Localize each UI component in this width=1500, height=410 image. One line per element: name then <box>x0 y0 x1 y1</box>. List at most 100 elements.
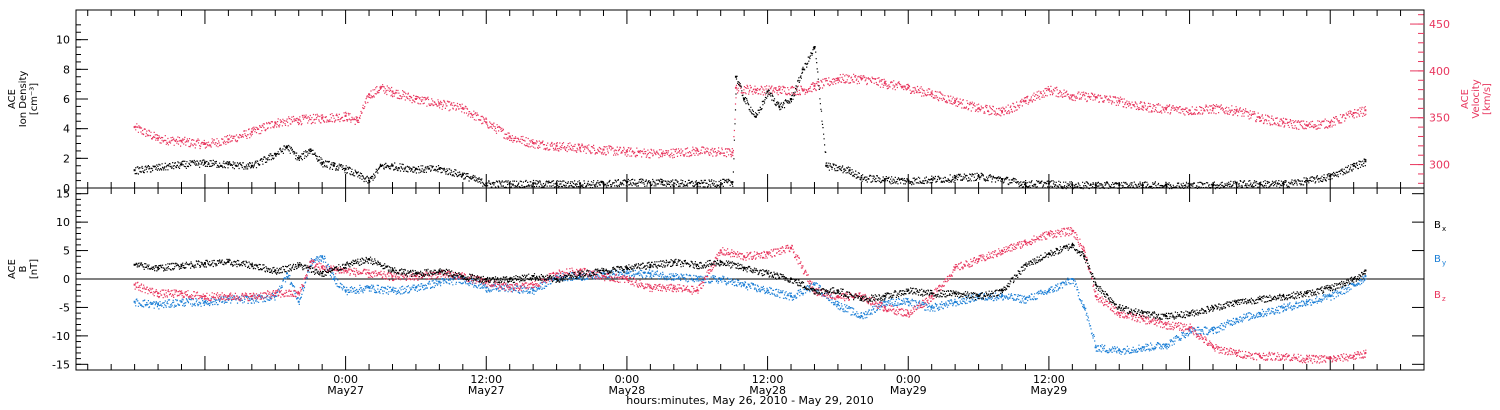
bz-series-point <box>907 312 910 315</box>
density-series-point <box>977 175 980 178</box>
density-series <box>133 46 1367 190</box>
density-series-point <box>1165 184 1168 187</box>
density-series-point <box>930 178 933 181</box>
y-axis-title-density-line: ACE <box>7 89 18 109</box>
density-series-point <box>801 68 804 71</box>
bz-series-point <box>860 295 863 298</box>
bz-series-point <box>1094 295 1097 298</box>
x-tick-label-date: May28 <box>749 384 786 397</box>
density-series-point <box>1329 175 1332 178</box>
by-series-point <box>1024 297 1027 300</box>
legend-label: B <box>1434 254 1441 265</box>
by-series-point <box>672 275 675 278</box>
by-series-point <box>1118 349 1121 352</box>
by-series-point <box>1282 306 1285 309</box>
by-series-point <box>1258 312 1261 315</box>
velocity-series <box>133 73 1367 159</box>
bx-series-point <box>1282 295 1285 298</box>
y-tick-label-velocity: 450 <box>1429 18 1450 31</box>
bz-series-point <box>719 249 722 252</box>
y-tick-label-b: 0 <box>63 273 70 286</box>
by-series-point <box>1165 343 1168 346</box>
density-series-point <box>1118 184 1121 187</box>
by-series-point <box>1305 300 1308 303</box>
density-series-point <box>954 176 957 179</box>
density-series-point <box>227 163 230 166</box>
density-series-point <box>731 181 734 184</box>
density-series-point <box>1001 178 1004 181</box>
by-series-point <box>485 286 488 289</box>
y-axis-title-density: ACE Ion Density [cm⁻³] <box>7 71 40 128</box>
density-series-point <box>743 98 746 100</box>
bx-series-point <box>1165 314 1168 317</box>
y-tick-label-density: 4 <box>63 123 70 136</box>
x-tick-label-time: 12:00 <box>752 373 784 386</box>
bz-series-point <box>625 278 628 280</box>
bx-series-point <box>1329 286 1332 289</box>
velocity-series-point <box>379 86 382 89</box>
bx-series-point <box>930 292 933 295</box>
density-series-point <box>1364 160 1367 163</box>
x-tick-label-date: May27 <box>327 384 364 397</box>
bx-series-point <box>836 289 839 292</box>
bx-series-point <box>1235 300 1238 303</box>
bz-series-point <box>743 255 746 258</box>
legend-label: B <box>1434 290 1441 301</box>
velocity-series-point <box>1118 99 1121 102</box>
x-tick-label-date: May29 <box>1031 384 1068 397</box>
velocity-series-point <box>485 121 488 124</box>
y-tick-label-velocity: 400 <box>1429 65 1450 78</box>
velocity-series-point <box>778 88 781 91</box>
velocity-series-point <box>883 82 886 85</box>
velocity-series-point <box>356 119 359 122</box>
bz-series-point <box>696 289 699 292</box>
density-series-point <box>321 161 324 164</box>
bx-series-point <box>813 289 816 292</box>
density-series-point <box>1094 184 1097 187</box>
by-series-point <box>285 272 288 275</box>
bz-series-point <box>602 275 605 278</box>
density-series-point <box>332 164 335 167</box>
panel-frames <box>75 9 1425 371</box>
y-axis-title-b-line: B <box>18 265 29 272</box>
velocity-series-point <box>133 126 136 129</box>
bz-series-trace <box>134 227 1367 364</box>
velocity-series-point <box>250 130 253 133</box>
bx-series-point <box>1212 306 1215 309</box>
bx-series-point <box>438 269 441 272</box>
y-axis-title-b-line: [nT] <box>29 259 40 279</box>
minor-ticks <box>76 10 1425 370</box>
density-series-point <box>1235 182 1238 185</box>
velocity-series-point <box>1258 116 1261 119</box>
velocity-series-point <box>625 150 628 153</box>
y-axis-title-b: ACE B [nT] <box>7 259 40 279</box>
by-series-point <box>766 289 769 292</box>
bz-series-point <box>297 292 300 295</box>
bz-series-point <box>1001 249 1004 252</box>
by-series-point <box>1001 295 1004 298</box>
x-tick-label-date: May29 <box>890 384 927 397</box>
density-series-point <box>203 161 206 164</box>
velocity-series-point <box>696 149 699 152</box>
y-tick-label-density: 0 <box>63 182 70 195</box>
bz-series-point <box>1071 229 1074 232</box>
bz-series-point <box>391 275 394 278</box>
bz-series-point <box>414 275 417 278</box>
velocity-series-point <box>297 118 300 121</box>
legend-subscript: y <box>1442 259 1446 267</box>
velocity-series-point <box>227 138 230 141</box>
density-series-point <box>133 169 136 172</box>
y-tick-label-b: 5 <box>63 245 70 258</box>
bx-series-point <box>1188 312 1191 315</box>
density-series-point <box>661 181 664 184</box>
velocity-series-point <box>754 88 757 91</box>
density-series-point <box>696 182 699 185</box>
bx-series-trace <box>134 242 1367 320</box>
bz-series-point <box>1305 357 1308 360</box>
bz-series-point <box>649 286 652 289</box>
bx-series-point <box>743 266 746 269</box>
y-tick-label-b: 15 <box>56 188 70 201</box>
bz-series-point <box>1047 232 1050 235</box>
velocity-series-point <box>414 98 417 100</box>
